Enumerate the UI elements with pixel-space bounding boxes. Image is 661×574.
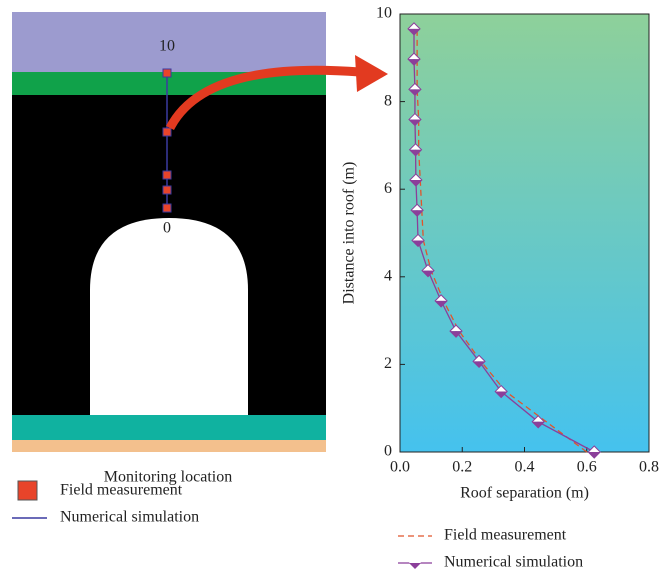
legend-swatch xyxy=(18,481,37,500)
point xyxy=(163,69,171,77)
layer xyxy=(12,415,326,440)
legend-label: Field measurement xyxy=(444,527,567,544)
x-tick-label: 0.0 xyxy=(390,459,410,476)
legend-marker xyxy=(409,557,421,569)
y-tick-label: 0 xyxy=(384,443,392,460)
x-tick-label: 0.4 xyxy=(515,459,535,476)
x-tick-label: 0.2 xyxy=(452,459,472,476)
x-axis-title: Roof separation (m) xyxy=(460,485,589,502)
tunnel xyxy=(90,218,248,415)
y-tick-label: 10 xyxy=(376,5,392,22)
chart xyxy=(400,14,649,452)
y-tick-label: 4 xyxy=(384,267,392,284)
legend-label: Field measurement xyxy=(60,482,183,499)
x-tick-label: 0.6 xyxy=(577,459,597,476)
diagram: 10 0 Monitoring location Field measureme… xyxy=(12,12,388,526)
y-tick-label: 2 xyxy=(384,355,392,372)
layer xyxy=(12,440,326,452)
arrow-head xyxy=(355,55,388,92)
marker-bottom xyxy=(588,452,600,458)
point xyxy=(163,171,171,179)
y-tick-label: 8 xyxy=(384,92,392,109)
label: 0 xyxy=(163,220,171,237)
point xyxy=(163,204,171,212)
marker-bottom xyxy=(409,563,421,569)
point xyxy=(163,128,171,136)
plot-area xyxy=(400,14,649,452)
label: 10 xyxy=(159,38,175,55)
marker-top xyxy=(409,557,421,563)
legend-label: Numerical simulation xyxy=(60,509,199,526)
figure: 10 0 Monitoring location Field measureme… xyxy=(0,0,661,574)
point xyxy=(163,186,171,194)
legend-label: Numerical simulation xyxy=(444,554,583,571)
y-axis-title: Distance into roof (m) xyxy=(341,162,358,305)
y-tick-label: 6 xyxy=(384,180,392,197)
x-tick-label: 0.8 xyxy=(639,459,659,476)
